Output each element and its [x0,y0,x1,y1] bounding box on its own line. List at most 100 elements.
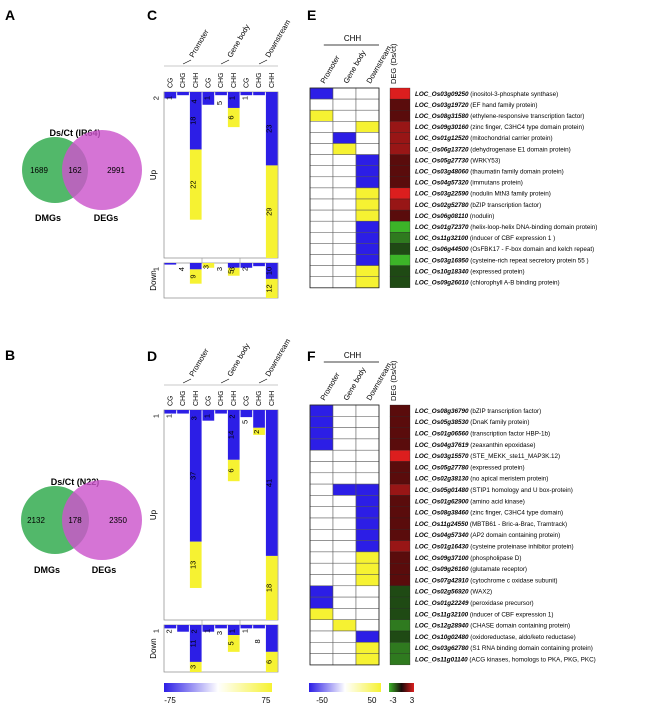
panel-f-gene-id: LOC_Os08g38460 [415,510,469,517]
panel-d-up-blue-label-promoter-chh: 37 [189,472,198,480]
panel-e-gene-id: LOC_Os01g72370 [415,224,469,231]
panel-f-cell-loc-os09g37100-downstream [355,551,380,564]
panel-d-down-blue-label-promoter-chh: 11 [189,640,198,648]
panel-d-up-blue-bar-promoter-chg [177,410,189,414]
panel-f-cell-loc-os10g02480-promoter [309,630,334,643]
panel-f-gene-desc: (S1 RNA binding domain containing protei… [469,645,593,652]
panel-c-context-promoter-chg: CHG [180,72,187,88]
panel-d-down-blue-bar-downstream-chh [265,625,278,652]
panel-c-up-yellow-bar-promoter-chh [189,149,202,220]
panel-d-region-gene-body: Gene body [225,342,251,378]
panel-e-gene-id: LOC_Os06g44500 [415,246,469,253]
panel-e-gene-label-loc-os09g26010: LOC_Os09g26010 (chlorophyll A-B binding … [415,279,560,286]
panel-f-gene-id: LOC_Os02g56920 [415,589,469,596]
panel-c-up-yellow-label-promoter-chh: 22 [189,180,198,188]
panel-f-gene-label-loc-os02g38130: LOC_Os02g38130 (no apical meristem prote… [415,476,548,483]
panel-d-up-blue-bar-downstream-chh [265,410,278,556]
panel-f-cell-loc-os01g06560-downstream [355,427,380,440]
panel-f-gene-label-loc-os08g36790: LOC_Os08g36790 (bZIP transcription facto… [415,408,541,415]
panel-f-cell-loc-os11g24550-gene-body [332,517,357,530]
panel-e-cell-loc-os09g30160-gene-body [332,121,357,133]
panel-c-up-blue-label-downstream-chg: 1 [240,96,249,100]
panel-f-gene-label-loc-os09g37100: LOC_Os09g37100 (phospholipase D) [415,555,521,562]
panel-f-gene-label-loc-os10g02480: LOC_Os10g02480 (oxidoreductase, aldo/ket… [415,634,576,641]
panel-letter-b: B [5,347,15,363]
panel-e-gene-desc: (immutans protein) [469,180,523,187]
panel-e-cell-loc-os01g12520-gene-body [332,132,357,144]
panel-f-gene-label-loc-os01g16430: LOC_Os01g16430 (cysteine proteinase inhi… [415,543,574,550]
panel-f-gene-id: LOC_Os01g06560 [415,430,469,437]
panel-e-cell-loc-os06g13720-downstream [355,143,380,155]
panel-c-down-yellow-label-gene-body-cg: 3 [201,265,210,269]
panel-f-deg-cell-loc-os11g24550 [389,517,411,530]
panel-f-cell-loc-os03g62780-promoter [309,642,334,654]
panel-e-deg-cell-loc-os03g22590 [389,187,411,200]
panel-d-down-blue-label-promoter-cg: 1 [152,629,161,633]
panel-f-gene-desc: (zeaxanthin epoxidase) [469,442,536,449]
panel-f-gene-id: LOC_Os04g37619 [415,442,469,449]
panel-e-cell-loc-os06g08110-downstream [355,209,380,222]
panel-d-down-blue-bar-downstream-cg [240,625,253,629]
panel-d-region-promoter: Promoter [187,346,210,378]
panel-f-cell-loc-os11g01140-promoter [309,653,334,666]
panel-c-down-blue-label-promoter-cg: 1 [152,267,161,271]
panel-e-deg-cell-loc-os03g19720 [389,98,411,111]
panel-f-gene-desc: (transcription factor HBP-1b) [469,430,551,437]
panel-c-region-gene-body: Gene body [225,23,251,59]
panel-f-cell-loc-os02g56920-downstream [355,585,380,598]
meth-scale-d: -75 75 [164,683,272,705]
panel-f-cell-loc-os05g38530-gene-body [332,416,357,428]
panel-f-cell-loc-os03g15570-gene-body [332,449,357,462]
panel-d-region-tick-downstream [258,378,268,384]
panel-f-cell-loc-os05g27780-downstream [355,461,380,474]
meth-scale-f-max: 50 [368,696,377,705]
panel-e-cell-loc-os10g18340-gene-body [332,265,357,277]
venn-a-deg-circle [62,130,142,210]
panel-d-down-blue-bar-downstream-chg [253,625,265,629]
panel-e-deg-cell-loc-os03g09250 [389,87,411,100]
panel-e-deg-cell-loc-os04g57320 [389,176,411,189]
panel-f-deg-cell-loc-os01g16430 [389,540,411,553]
panel-f-deg-cell-loc-os09g26160 [389,563,411,575]
panel-f-gene-label-loc-os01g62900: LOC_Os01g62900 (amino acid kinase) [415,498,525,505]
panel-d-down-blue-bar-promoter-chg [177,625,189,632]
panel-d-up-yellow-label-gene-body-chh: 6 [227,468,236,472]
panel-f-gene-desc: (oxidoreductase, aldo/keto reductase) [469,634,576,641]
panel-f-cell-loc-os04g57340-gene-body [332,529,357,541]
panel-e-gene-desc: (inositol-3-phosphate synthase) [469,91,559,98]
panel-d-down-blue-bar-gene-body-chg [215,625,227,629]
panel-e-deg-cell-loc-os11g32100 [389,232,411,244]
panel-f-column-promoter: Promoter [318,370,341,402]
panel-e-cell-loc-os03g48060-downstream [355,165,380,178]
panel-e-cell-loc-os11g32100-gene-body [332,232,357,244]
panel-e-deg-cell-loc-os02g52780 [389,198,411,211]
panel-d-up-blue-bar-gene-body-chg [215,410,227,414]
venn-a: Ds/Ct (IR64) 1689 162 2991 DMGs DEGs [22,128,142,223]
panel-letter-d: D [147,348,157,364]
panel-f-cell-loc-os04g57340-downstream [355,529,380,541]
panel-e-cell-loc-os09g30160-downstream [355,121,380,133]
panel-c-down-blue-bar-downstream-chh [265,263,278,279]
panel-d-down-blue-label-promoter-chg: 2 [164,629,173,633]
panel-e-cell-loc-os03g19720-gene-body [332,98,357,111]
panel-e-cell-loc-os03g48060-promoter [309,165,334,178]
panel-c-context-gene-body-chg: CHG [218,72,225,88]
panel-d-context-downstream-chh: CHH [269,391,276,406]
panel-d-down-blue-bar-promoter-chh [189,625,202,662]
panel-d-down-blue-label-downstream-cg: 1 [228,629,237,633]
panel-f-cell-loc-os04g37619-downstream [355,438,380,451]
panel-f-gene-id: LOC_Os01g22249 [415,600,469,607]
panel-e-gene-id: LOC_Os10g18340 [415,268,469,275]
venn-a-title: Ds/Ct (IR64) [49,128,100,138]
panel-e-deg-cell-loc-os09g30160 [389,121,411,133]
panel-e-deg-cell-loc-os03g16950 [389,254,411,266]
expr-scale-f-min: -3 [389,696,397,705]
panel-c-up-blue-bar-gene-body-cg [202,92,215,105]
panel-d-down-blue-label-downstream-chh: 8 [253,639,262,643]
panel-f-deg-cell-loc-os11g32100 [389,608,411,620]
panel-e-cell-loc-os03g48060-gene-body [332,165,357,178]
panel-f-gene-label-loc-os07g42910: LOC_Os07g42910 (cytochrome c oxidase sub… [415,577,557,584]
panel-d-down-yellow-label-downstream-chh: 6 [265,660,274,664]
panel-c-down-blue-label-promoter-chh: 4 [177,267,186,271]
panel-f-deg-cell-loc-os04g57340 [389,529,411,541]
